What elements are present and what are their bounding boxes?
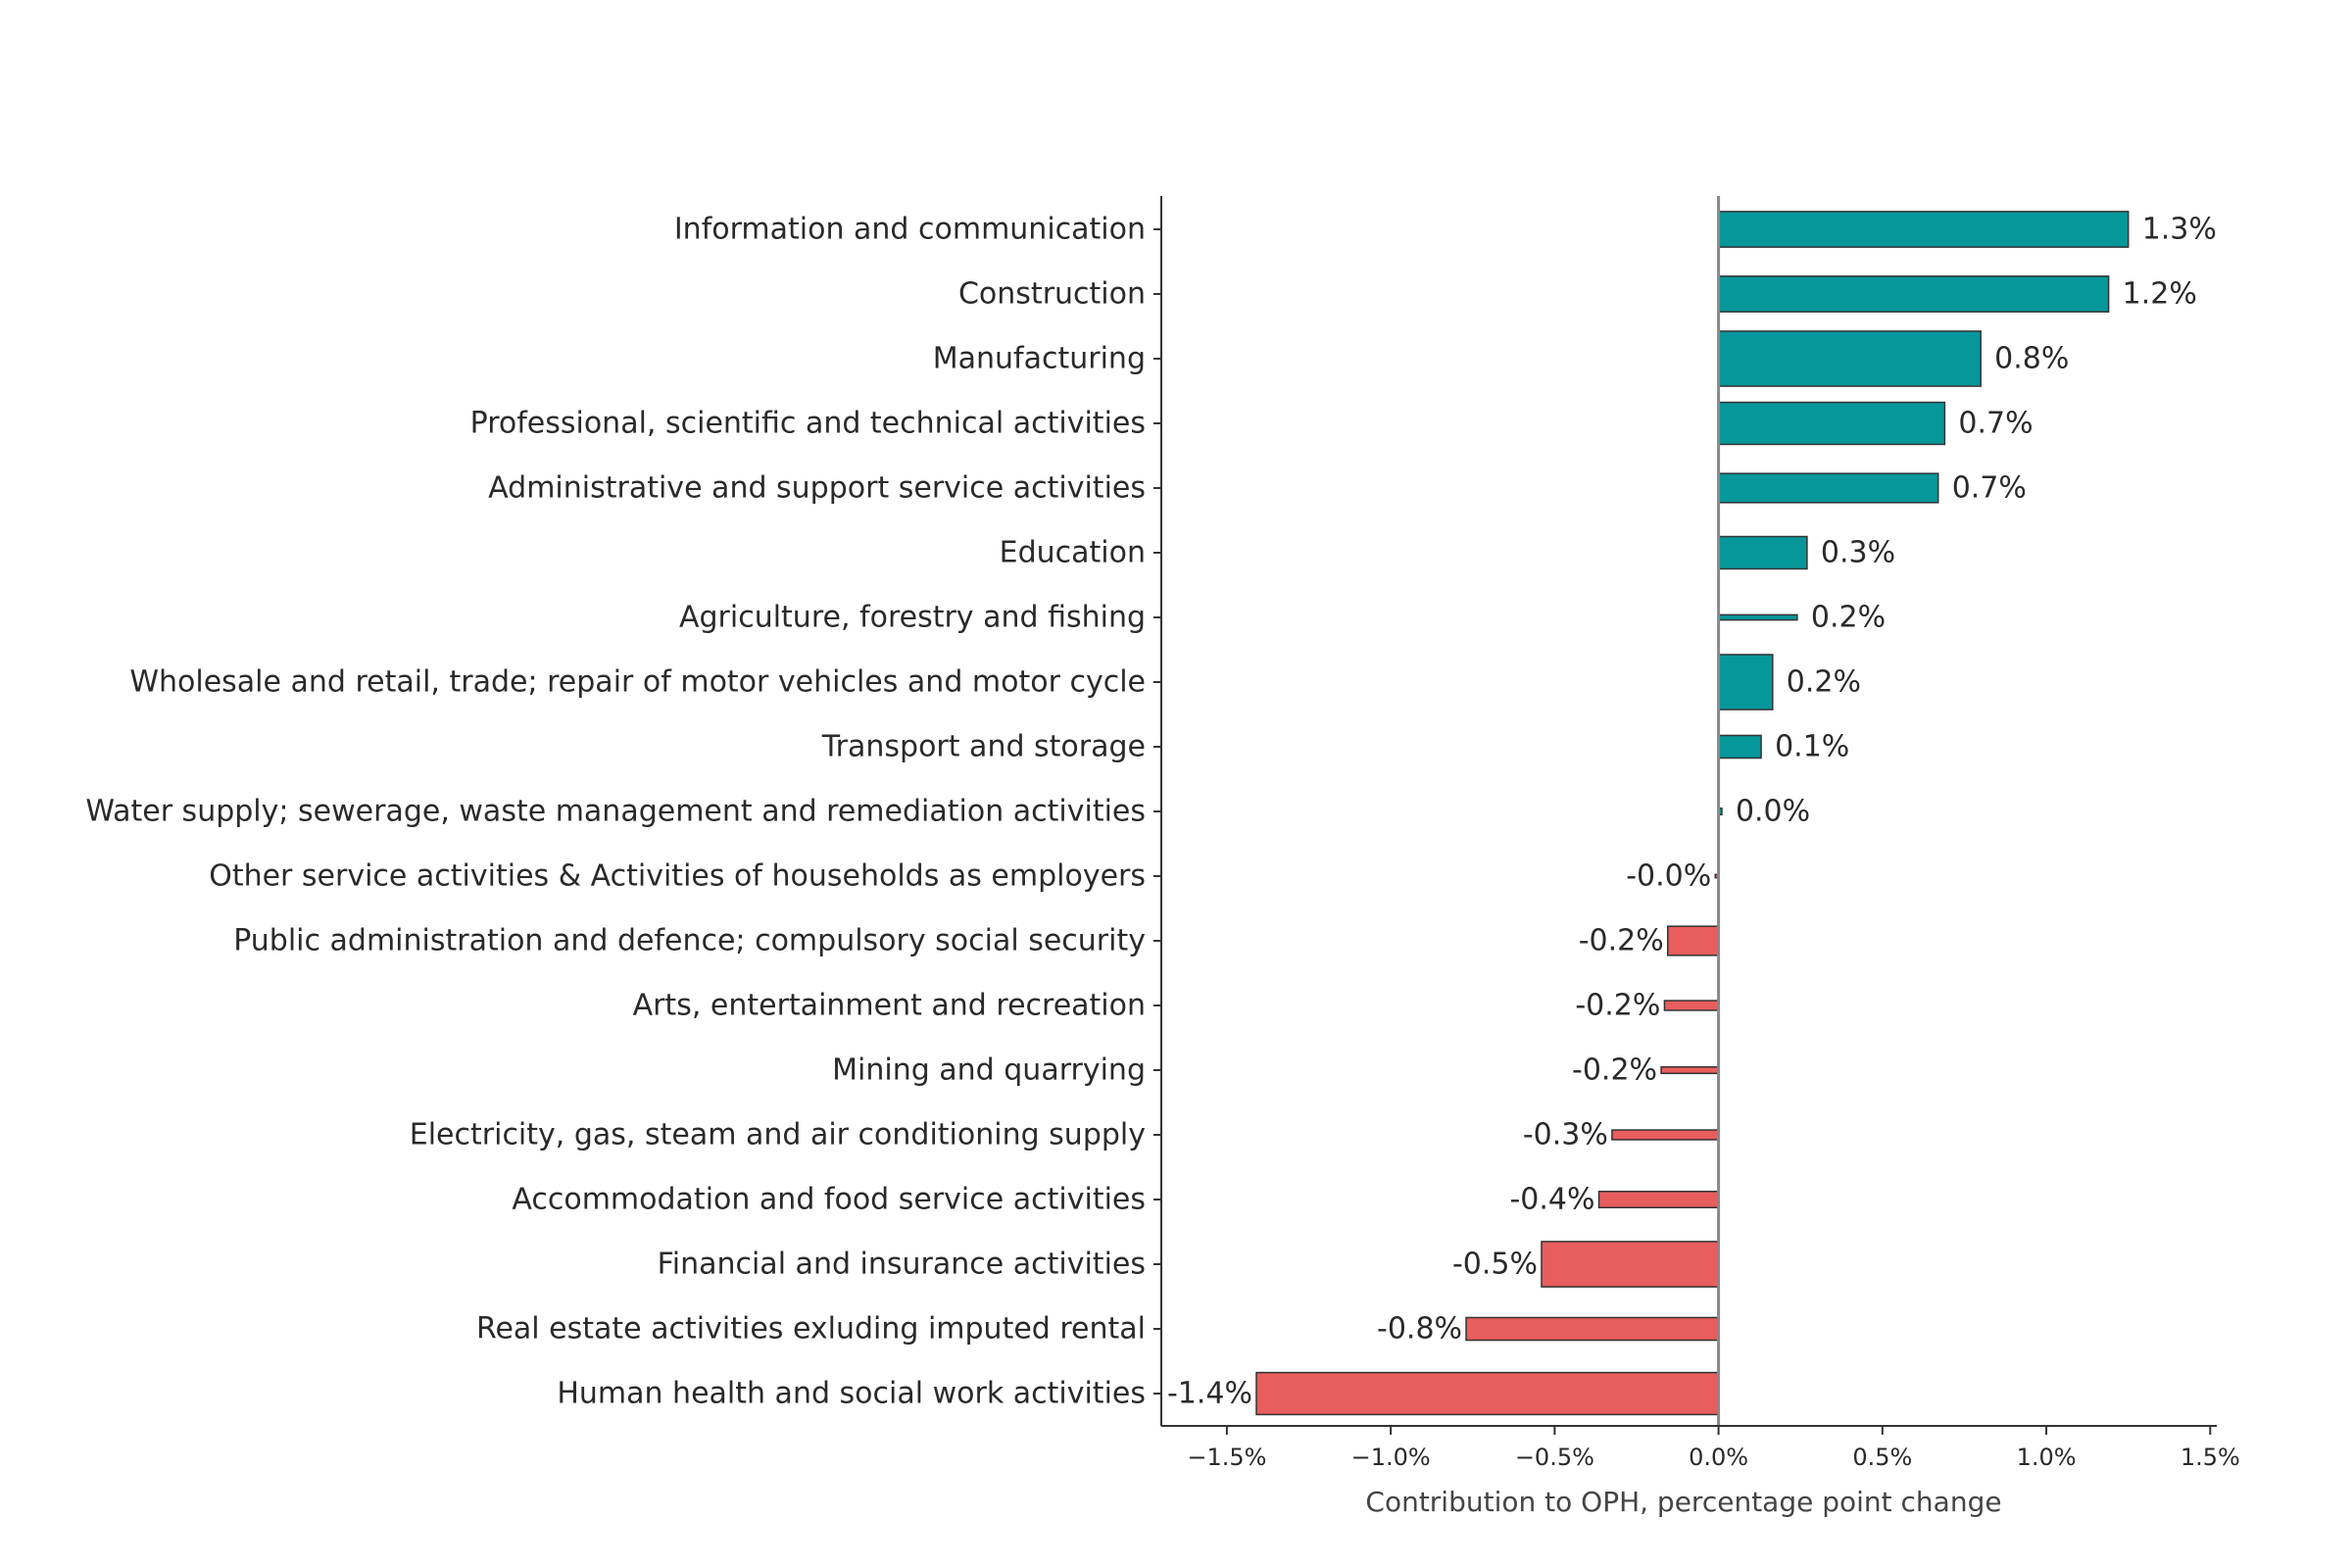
category-label: Transport and storage: [821, 730, 1146, 764]
data-label: 0.0%: [1736, 795, 1810, 829]
x-tick-label: 0.0%: [1689, 1444, 1748, 1471]
category-label: Mining and quarrying: [832, 1054, 1146, 1088]
bar-16: [1541, 1241, 1720, 1288]
data-label: 1.2%: [2123, 277, 2197, 312]
x-tick-label: 1.0%: [2017, 1444, 2077, 1471]
data-label: 1.3%: [2142, 213, 2217, 247]
data-label: -0.3%: [1523, 1118, 1608, 1152]
bar-12: [1663, 1000, 1720, 1011]
bar-4: [1717, 472, 1939, 504]
bar-13: [1660, 1065, 1720, 1075]
bar-6: [1717, 613, 1798, 621]
x-axis-title: Contribution to OPH, percentage point ch…: [1365, 1486, 2001, 1518]
category-label: Agriculture, forestry and fishing: [679, 601, 1146, 635]
bars-layer: [1255, 211, 2130, 1416]
data-label: 0.8%: [1994, 342, 2069, 376]
data-label: -0.8%: [1377, 1312, 1462, 1347]
x-tick-label: −1.5%: [1187, 1444, 1266, 1471]
data-label: -0.4%: [1509, 1183, 1594, 1217]
data-label: -0.2%: [1572, 1054, 1657, 1088]
data-label: 0.1%: [1775, 730, 1849, 764]
data-label: 0.2%: [1811, 601, 1886, 635]
bar-17: [1465, 1316, 1720, 1342]
x-tick-label: −1.0%: [1351, 1444, 1431, 1471]
category-label: Accommodation and food service activitie…: [512, 1183, 1146, 1217]
data-label: -0.2%: [1575, 989, 1660, 1023]
category-label: Wholesale and retail, trade; repair of m…: [129, 665, 1146, 700]
bar-18: [1255, 1371, 1720, 1416]
data-label: -0.0%: [1626, 859, 1711, 894]
data-label: -0.2%: [1579, 924, 1664, 958]
bar-7: [1717, 654, 1774, 710]
x-tick-label: 0.5%: [1852, 1444, 1912, 1471]
data-label: 0.7%: [1958, 407, 2033, 441]
bar-8: [1717, 734, 1762, 760]
bar-1: [1717, 275, 2110, 313]
bar-14: [1611, 1129, 1720, 1141]
category-label: Arts, entertainment and recreation: [633, 989, 1146, 1023]
category-label: Administrative and support service activ…: [488, 471, 1146, 506]
data-label: 0.3%: [1821, 536, 1895, 570]
bar-5: [1717, 535, 1808, 570]
axes-layer: [1153, 196, 2217, 1427]
category-label: Real estate activities exluding imputed …: [476, 1312, 1146, 1347]
category-label: Financial and insurance activities: [658, 1248, 1146, 1282]
category-label: Manufacturing: [933, 342, 1146, 376]
bar-3: [1717, 401, 1946, 446]
data-label: -0.5%: [1452, 1248, 1538, 1282]
data-label: 0.7%: [1952, 471, 2027, 506]
data-labels-layer: 1.3% 1.2% 0.8% 0.7% 0.7% 0.3% 0.2% 0.2% 0.1% 0.0%…: [1167, 213, 2217, 1411]
x-ticks-layer: −1.5% −1.0% −0.5% 0.0% 0.5% 1.0% 1.5%: [1187, 1426, 2240, 1471]
bar-2: [1717, 330, 1982, 387]
category-label: Public administration and defence; compu…: [233, 924, 1146, 958]
x-tick-label: −0.5%: [1515, 1444, 1594, 1471]
category-label: Other service activities & Activities of…: [209, 859, 1146, 894]
data-label: -1.4%: [1167, 1377, 1252, 1411]
bar-0: [1717, 211, 2130, 248]
x-tick-label: 1.5%: [2180, 1444, 2240, 1471]
data-label: 0.2%: [1787, 665, 1861, 700]
bar-11: [1667, 925, 1720, 956]
category-label: Information and communication: [674, 213, 1146, 247]
category-label: Professional, scientific and technical a…: [470, 407, 1146, 441]
bar-15: [1597, 1191, 1720, 1208]
category-labels-layer: Information and communication Constructio…: [85, 213, 1146, 1411]
category-label: Education: [1000, 536, 1146, 570]
category-label: Human health and social work activities: [557, 1377, 1146, 1411]
category-label: Construction: [958, 277, 1146, 312]
category-label: Electricity, gas, steam and air conditio…: [410, 1118, 1146, 1152]
category-label: Water supply; sewerage, waste management…: [85, 795, 1146, 829]
